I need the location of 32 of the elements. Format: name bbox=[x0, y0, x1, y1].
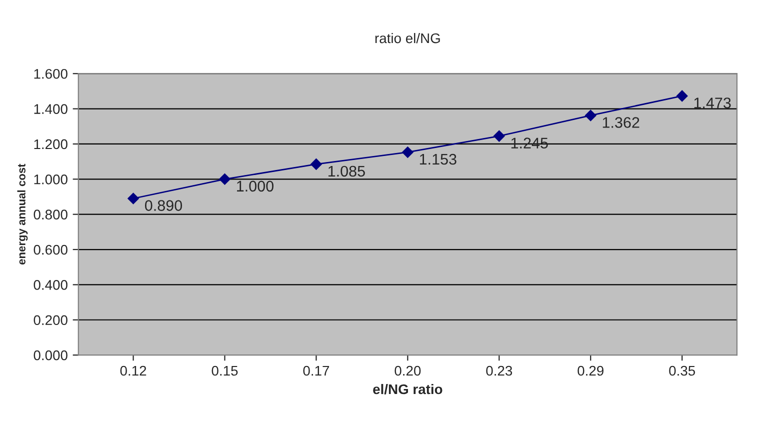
x-tick-label: 0.17 bbox=[303, 366, 330, 376]
point bbox=[310, 158, 322, 170]
data-label: 1.000 bbox=[237, 180, 274, 192]
y-tick-label: 0.800 bbox=[34, 210, 68, 220]
data-label: 0.890 bbox=[144, 200, 182, 211]
y-tick-label: 0.400 bbox=[34, 280, 68, 290]
data-label: 1.362 bbox=[602, 117, 640, 128]
x-tick-label: 0.35 bbox=[669, 366, 696, 376]
data-label: 1.085 bbox=[328, 166, 365, 177]
point bbox=[128, 192, 139, 204]
y-tick-label: 1.000 bbox=[34, 174, 68, 184]
point bbox=[402, 146, 414, 158]
data-label: 1.153 bbox=[420, 154, 456, 165]
x-axis-title: el/NG ratio bbox=[373, 384, 442, 394]
y-tick-label: 1.200 bbox=[34, 139, 68, 150]
point bbox=[219, 174, 230, 185]
x-tick-label: 0.20 bbox=[394, 366, 421, 376]
x-tick-label: 0.29 bbox=[578, 366, 604, 376]
point bbox=[494, 130, 505, 142]
x-tick-label: 0.23 bbox=[486, 366, 512, 376]
x-tick-label: 0.15 bbox=[212, 366, 238, 376]
chart-title: ratio el/NG bbox=[375, 32, 440, 44]
y-tick-label: 1.600 bbox=[34, 68, 68, 79]
y-tick-label: 0.200 bbox=[34, 315, 68, 326]
y-axis-title: energy annual cost bbox=[17, 164, 28, 265]
y-tick-label: 0.600 bbox=[34, 244, 68, 255]
point bbox=[676, 90, 688, 102]
point bbox=[585, 110, 596, 122]
y-tick-label: 1.400 bbox=[34, 104, 68, 114]
y-tick-label: 0.000 bbox=[34, 350, 68, 360]
data-label: 1.473 bbox=[694, 98, 731, 108]
x-tick-label: 0.12 bbox=[120, 366, 146, 376]
